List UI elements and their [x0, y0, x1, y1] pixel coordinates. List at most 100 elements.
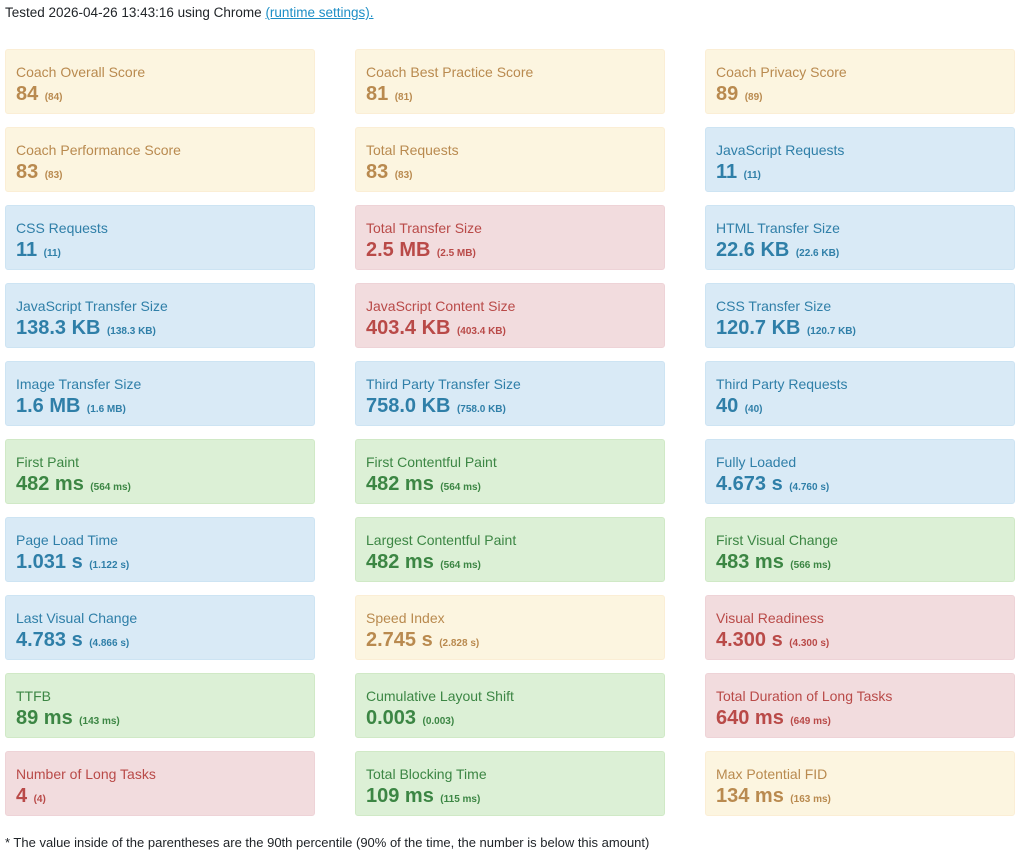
metric-label: Total Requests: [366, 142, 459, 158]
metric-value-line: 40 (40): [716, 394, 1004, 422]
metric-p90: (138.3 KB): [106, 326, 156, 337]
metric-p90: (564 ms): [440, 560, 481, 571]
runtime-settings-link[interactable]: (runtime settings).: [265, 5, 374, 20]
test-info-header: Tested 2026-04-26 13:43:16 using Chrome …: [5, 4, 373, 22]
metric-label: First Visual Change: [716, 532, 838, 548]
metric-value-line: 0.003 (0.003): [366, 706, 654, 734]
metric-label: TTFB: [16, 688, 51, 704]
metric-label: Coach Best Practice Score: [366, 64, 534, 80]
metrics-grid: Coach Overall Score 84 (84) Coach Best Pr…: [5, 49, 1015, 816]
metric-value: 4.300 s: [716, 629, 783, 651]
metric-value-line: 482 ms (564 ms): [366, 472, 654, 500]
metric-p90: (758.0 KB): [456, 404, 506, 415]
metric-label: CSS Requests: [16, 220, 108, 236]
metric-p90: (40): [744, 404, 763, 415]
metric-value-line: 2.5 MB (2.5 MB): [366, 238, 654, 266]
metric-value: 120.7 KB: [716, 317, 801, 339]
metric-value-line: 482 ms (564 ms): [16, 472, 304, 500]
metric-value: 483 ms: [716, 551, 784, 573]
metric-value-line: 1.6 MB (1.6 MB): [16, 394, 304, 422]
metric-p90: (143 ms): [79, 716, 120, 727]
metric-p90: (4): [33, 794, 46, 805]
metric-box: First Visual Change 483 ms (566 ms): [705, 517, 1015, 582]
metric-value-line: 138.3 KB (138.3 KB): [16, 316, 304, 344]
metric-box: Coach Overall Score 84 (84): [5, 49, 315, 114]
metric-label: First Contentful Paint: [366, 454, 497, 470]
metric-value: 84: [16, 83, 39, 105]
metric-p90: (1.122 s): [89, 560, 130, 571]
metric-value-line: 4.300 s (4.300 s): [716, 628, 1004, 656]
metric-value: 11: [16, 239, 38, 261]
metric-box: Total Blocking Time 109 ms (115 ms): [355, 751, 665, 816]
metric-value-line: 83 (83): [16, 160, 304, 188]
metric-value-line: 1.031 s (1.122 s): [16, 550, 304, 578]
metric-p90: (83): [394, 170, 413, 181]
metric-box: Page Load Time 1.031 s (1.122 s): [5, 517, 315, 582]
metric-p90: (4.760 s): [789, 482, 830, 493]
metric-value-line: 4 (4): [16, 784, 304, 812]
metric-value: 83: [366, 161, 389, 183]
metric-value: 4: [16, 785, 28, 807]
metric-value-line: 84 (84): [16, 82, 304, 110]
metric-p90: (163 ms): [790, 794, 831, 805]
metric-p90: (84): [44, 92, 63, 103]
metric-box: HTML Transfer Size 22.6 KB (22.6 KB): [705, 205, 1015, 270]
metric-p90: (2.5 MB): [436, 248, 476, 259]
metric-label: Third Party Requests: [716, 376, 848, 392]
metric-p90: (566 ms): [790, 560, 831, 571]
metric-box: Max Potential FID 134 ms (163 ms): [705, 751, 1015, 816]
metric-box: Coach Best Practice Score 81 (81): [355, 49, 665, 114]
metric-box: Number of Long Tasks 4 (4): [5, 751, 315, 816]
metric-value-line: 22.6 KB (22.6 KB): [716, 238, 1004, 266]
metric-p90: (11): [43, 248, 61, 259]
metric-box: First Contentful Paint 482 ms (564 ms): [355, 439, 665, 504]
percentile-footnote: * The value inside of the parentheses ar…: [5, 835, 650, 850]
metric-box: First Paint 482 ms (564 ms): [5, 439, 315, 504]
metric-value-line: 11 (11): [16, 238, 304, 266]
metric-value: 403.4 KB: [366, 317, 451, 339]
metric-p90: (83): [44, 170, 63, 181]
metric-value-line: 758.0 KB (758.0 KB): [366, 394, 654, 422]
metric-value-line: 2.745 s (2.828 s): [366, 628, 654, 656]
metric-box: CSS Transfer Size 120.7 KB (120.7 KB): [705, 283, 1015, 348]
metric-p90: (0.003): [422, 716, 455, 727]
metric-value-line: 83 (83): [366, 160, 654, 188]
metric-p90: (2.828 s): [439, 638, 480, 649]
metric-label: Third Party Transfer Size: [366, 376, 521, 392]
metric-label: Total Duration of Long Tasks: [716, 688, 893, 704]
metric-label: Largest Contentful Paint: [366, 532, 517, 548]
metric-value-line: 81 (81): [366, 82, 654, 110]
metric-value: 2.745 s: [366, 629, 433, 651]
metric-box: CSS Requests 11 (11): [5, 205, 315, 270]
metric-label: Cumulative Layout Shift: [366, 688, 514, 704]
metric-label: JavaScript Content Size: [366, 298, 516, 314]
metric-value-line: 403.4 KB (403.4 KB): [366, 316, 654, 344]
metric-label: Max Potential FID: [716, 766, 828, 782]
metric-value: 2.5 MB: [366, 239, 431, 261]
metric-label: CSS Transfer Size: [716, 298, 832, 314]
metric-box: Total Duration of Long Tasks 640 ms (649 …: [705, 673, 1015, 738]
metric-value: 4.783 s: [16, 629, 83, 651]
metric-box: Coach Performance Score 83 (83): [5, 127, 315, 192]
metric-value: 0.003: [366, 707, 417, 729]
metric-value: 1.031 s: [16, 551, 83, 573]
metric-p90: (564 ms): [440, 482, 481, 493]
metric-value: 109 ms: [366, 785, 434, 807]
metric-value-line: 89 (89): [716, 82, 1004, 110]
metric-box: Largest Contentful Paint 482 ms (564 ms): [355, 517, 665, 582]
metric-p90: (649 ms): [790, 716, 831, 727]
test-info-text: Tested 2026-04-26 13:43:16 using Chrome: [5, 5, 266, 20]
metric-box: Total Transfer Size 2.5 MB (2.5 MB): [355, 205, 665, 270]
metric-label: JavaScript Requests: [716, 142, 845, 158]
metric-value: 1.6 MB: [16, 395, 81, 417]
metric-value-line: 89 ms (143 ms): [16, 706, 304, 734]
metric-value: 134 ms: [716, 785, 784, 807]
metric-label: Fully Loaded: [716, 454, 797, 470]
metric-value-line: 482 ms (564 ms): [366, 550, 654, 578]
metric-p90: (4.300 s): [789, 638, 830, 649]
metric-value-line: 120.7 KB (120.7 KB): [716, 316, 1004, 344]
metric-box: Coach Privacy Score 89 (89): [705, 49, 1015, 114]
metric-value: 4.673 s: [716, 473, 783, 495]
metric-box: Total Requests 83 (83): [355, 127, 665, 192]
metric-box: Visual Readiness 4.300 s (4.300 s): [705, 595, 1015, 660]
